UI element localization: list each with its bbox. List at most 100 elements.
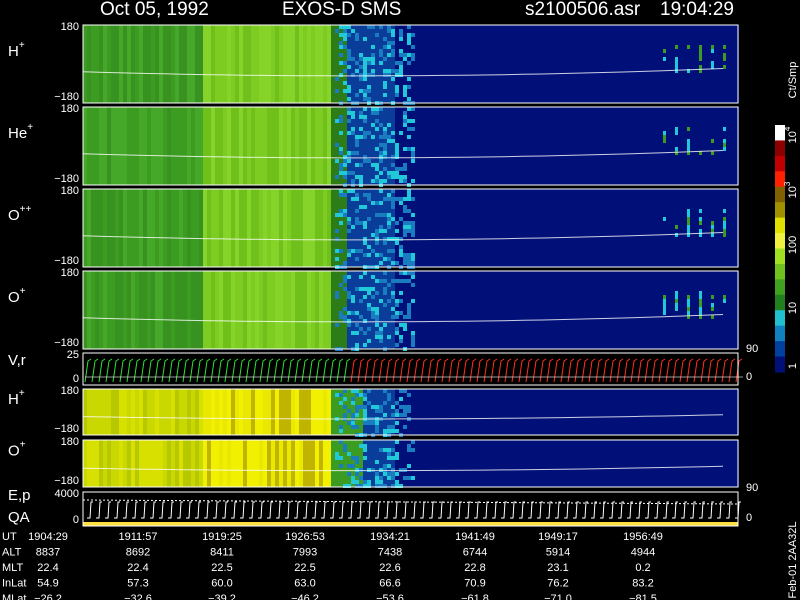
spectrogram-cell [363, 93, 367, 97]
spectrogram-column [691, 440, 695, 487]
spectrogram-column [367, 389, 371, 435]
spectrogram-cell [379, 476, 383, 480]
spectrogram-cell [383, 389, 387, 393]
spectrogram-column [247, 389, 251, 435]
spectrogram-cell [363, 287, 367, 291]
spectrogram-column [395, 440, 399, 487]
spectrogram-column [727, 389, 731, 435]
spectrogram-column [627, 389, 631, 435]
spectrogram-column [427, 271, 431, 349]
spectrogram-column [619, 107, 623, 185]
spectrogram-column [683, 107, 687, 185]
energy-glyph [519, 501, 525, 519]
spectrogram-column [699, 25, 703, 103]
spectrogram-cell [407, 209, 411, 213]
spectrogram-column [575, 189, 579, 267]
spectrogram-cell [407, 25, 411, 29]
spectrogram-cell [391, 49, 395, 53]
spectrogram-column [359, 189, 363, 267]
spectrogram-cell [343, 45, 347, 49]
spectrogram-column [255, 189, 259, 267]
spectrogram-cell [363, 253, 367, 257]
spectrogram-cell [343, 389, 347, 393]
spectrogram-column [415, 271, 419, 349]
footer-cell: −39.2 [208, 593, 236, 600]
spectrogram-column [171, 389, 175, 435]
spectrogram-column [695, 440, 699, 487]
spectrogram-column [715, 25, 719, 103]
energy-glyph [564, 501, 570, 519]
spectrogram-column [619, 271, 623, 349]
spectrogram-column [507, 107, 511, 185]
spectrogram-column [223, 107, 227, 185]
spectrogram-cell [383, 73, 387, 77]
spectrogram-cell [399, 131, 403, 135]
spectrogram-cell [379, 135, 383, 139]
spectrogram-cell [675, 65, 678, 69]
spectrogram-column [611, 271, 615, 349]
footer-cell: −71.0 [544, 593, 572, 600]
spectrogram-cell [375, 405, 379, 409]
spectrogram-column [243, 189, 247, 267]
spectrogram-column [511, 189, 515, 267]
spectrogram-column [611, 189, 615, 267]
spectrogram-column [491, 271, 495, 349]
spectrogram-column [211, 440, 215, 487]
spectrogram-column [103, 440, 107, 487]
spectrogram-cell [359, 275, 363, 279]
spectrogram-cell [411, 299, 415, 303]
spectrogram-cell [675, 147, 678, 151]
spectrogram-cell [359, 327, 363, 331]
spectrogram-cell [383, 45, 387, 49]
spectrogram-cell [371, 73, 375, 77]
spectrogram-column [279, 189, 283, 267]
spectrogram-column [399, 107, 403, 185]
vector-glyph [637, 358, 645, 383]
spectrogram-cell [347, 311, 351, 315]
spectrogram-column [363, 440, 367, 487]
spectrogram-cell [375, 201, 379, 205]
spectrogram-column [347, 189, 351, 267]
spectrogram-column [335, 271, 339, 349]
spectrogram-column [459, 107, 463, 185]
spectrogram-cell [359, 175, 363, 179]
spectrogram-column [603, 271, 607, 349]
spectrogram-cell [363, 107, 367, 111]
spectrogram-column [207, 107, 211, 185]
spectrogram-cell [379, 53, 383, 57]
spectrogram-cell [387, 299, 391, 303]
y-tick-label: 4000 [55, 488, 79, 500]
spectrogram-cell [399, 291, 403, 295]
spectrogram-column [163, 189, 167, 267]
spectrogram-cell [407, 127, 411, 131]
spectrogram-cell [359, 405, 363, 409]
spectrogram-cell [359, 221, 363, 225]
spectrogram-column [239, 440, 243, 487]
spectrogram-cell [383, 127, 387, 131]
spectrogram-cell [335, 249, 339, 253]
spectrogram-cell [363, 89, 367, 93]
spectrogram-column [667, 440, 671, 487]
spectrogram-cell [411, 448, 415, 452]
spectrogram-column [723, 25, 727, 103]
spectrogram-cell [387, 193, 391, 197]
spectrogram-cell [391, 315, 395, 319]
spectrogram-cell [375, 107, 379, 111]
spectrogram-cell [379, 225, 383, 229]
spectrogram-column [511, 107, 515, 185]
footer-cell: 0.2 [635, 562, 650, 574]
spectrogram-column [495, 440, 499, 487]
spectrogram-cell [411, 339, 415, 343]
spectrogram-column [335, 25, 339, 103]
spectrogram-cell [407, 257, 411, 261]
spectrogram-cell [343, 405, 347, 409]
spectrogram-cell [391, 261, 395, 265]
spectrogram-column [639, 25, 643, 103]
vector-glyph [609, 358, 617, 383]
spectrogram-column [471, 440, 475, 487]
spectrogram-cell [375, 213, 379, 217]
spectrogram-cell [367, 468, 371, 472]
spectrogram-column [183, 440, 187, 487]
spectrogram-cell [723, 233, 726, 237]
spectrogram-column [603, 189, 607, 267]
